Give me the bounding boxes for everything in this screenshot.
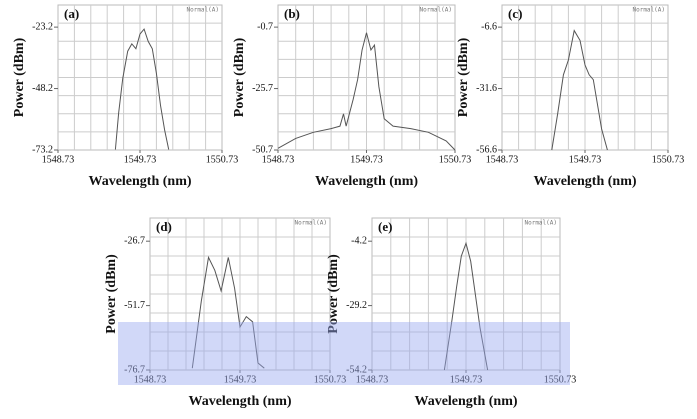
spectrum-line [114, 28, 170, 150]
y-tick-label: -25.7 [252, 83, 273, 94]
y-tick-label: -31.6 [476, 83, 497, 94]
y-axis-label: Power (dBm) [232, 37, 247, 117]
spectrum-line [191, 255, 265, 369]
panel-label: (d) [156, 219, 172, 234]
x-tick-label: 1550.73 [652, 154, 685, 165]
panel-label: (a) [64, 6, 79, 21]
x-tick-label: 1549.73 [224, 374, 257, 385]
y-tick-label: -23.2 [32, 21, 53, 32]
x-tick-label: 1548.73 [486, 154, 519, 165]
y-axis-label: Power (dBm) [456, 37, 471, 117]
x-tick-label: 1548.73 [356, 374, 389, 385]
status-label: Normal(A) [186, 7, 219, 14]
x-axis-label: Wavelength (nm) [88, 174, 191, 189]
y-tick-label: -73.2 [32, 144, 53, 155]
x-axis-label: Wavelength (nm) [188, 394, 291, 409]
y-tick-label: -76.7 [124, 364, 145, 375]
x-tick-label: 1550.73 [544, 374, 577, 385]
spectrum-line [443, 241, 489, 371]
x-tick-label: 1550.73 [206, 154, 239, 165]
x-tick-label: 1549.73 [569, 154, 602, 165]
y-tick-label: -48.2 [32, 83, 53, 94]
y-tick-label: -54.2 [346, 364, 367, 375]
y-tick-label: -56.6 [476, 144, 497, 155]
x-tick-label: 1549.73 [350, 154, 383, 165]
spectrum-line [551, 29, 608, 151]
y-tick-label: -6.6 [481, 21, 497, 32]
spectrum-line [277, 32, 456, 151]
y-tick-label: -29.2 [346, 300, 367, 311]
y-tick-label: -0.7 [257, 21, 273, 32]
y-axis-label: Power (dBm) [326, 254, 341, 334]
status-label: Normal(A) [294, 220, 327, 227]
panel-label: (e) [378, 219, 392, 234]
x-tick-label: 1550.73 [314, 374, 347, 385]
x-tick-label: 1548.73 [262, 154, 295, 165]
status-label: Normal(A) [632, 7, 665, 14]
status-label: Normal(A) [524, 220, 557, 227]
status-label: Normal(A) [419, 7, 452, 14]
x-tick-label: 1548.73 [42, 154, 75, 165]
x-tick-label: 1549.73 [450, 374, 483, 385]
x-tick-label: 1548.73 [134, 374, 167, 385]
y-tick-label: -51.7 [124, 300, 145, 311]
screen-overlay [118, 322, 570, 385]
x-axis-label: Wavelength (nm) [414, 394, 517, 409]
x-axis-label: Wavelength (nm) [315, 174, 418, 189]
x-tick-label: 1550.73 [439, 154, 472, 165]
x-axis-label: Wavelength (nm) [533, 174, 636, 189]
y-tick-label: -50.7 [252, 144, 273, 155]
panel-label: (c) [508, 6, 522, 21]
x-tick-label: 1549.73 [124, 154, 157, 165]
y-tick-label: -4.2 [351, 235, 367, 246]
y-axis-label: Power (dBm) [104, 254, 119, 334]
panel-label: (b) [284, 6, 300, 21]
y-axis-label: Power (dBm) [12, 37, 27, 117]
y-tick-label: -26.7 [124, 235, 145, 246]
